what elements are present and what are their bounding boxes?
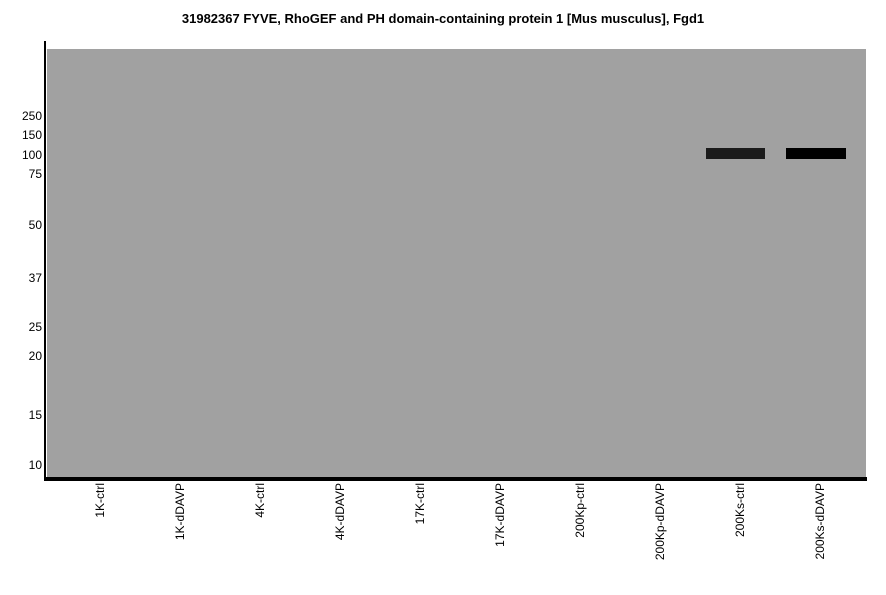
lane-label: 1K-dDAVP (173, 483, 187, 541)
figure-title: 31982367 FYVE, RhoGEF and PH domain-cont… (181, 11, 705, 26)
mw-marker-label: 75 (28, 167, 42, 181)
lane-label: 200Ks-ctrl (733, 483, 747, 538)
mw-marker-label: 250 (21, 109, 42, 123)
protein-band (786, 148, 846, 159)
lane-label: 17K-ctrl (413, 483, 427, 525)
lane-label: 1K-ctrl (93, 483, 107, 518)
y-axis-line (44, 41, 46, 481)
mw-marker-label: 20 (28, 349, 42, 363)
x-axis-line (44, 477, 867, 481)
mw-marker-label: 10 (28, 458, 42, 472)
lane-label: 200Kp-dDAVP (653, 483, 667, 561)
lane-label: 200Ks-dDAVP (813, 483, 827, 560)
lane-label: 200Kp-ctrl (573, 483, 587, 538)
lane-label: 4K-dDAVP (333, 483, 347, 541)
mw-marker-label: 15 (28, 408, 42, 422)
lane-label: 4K-ctrl (253, 483, 267, 518)
lane-label: 17K-dDAVP (493, 483, 507, 547)
gel-area (47, 49, 866, 477)
mw-marker-label: 100 (21, 148, 42, 162)
mw-marker-label: 37 (28, 271, 42, 285)
protein-band (706, 148, 765, 159)
mw-marker-label: 25 (28, 320, 42, 334)
mw-marker-label: 150 (21, 128, 42, 142)
mw-marker-label: 50 (28, 218, 42, 232)
